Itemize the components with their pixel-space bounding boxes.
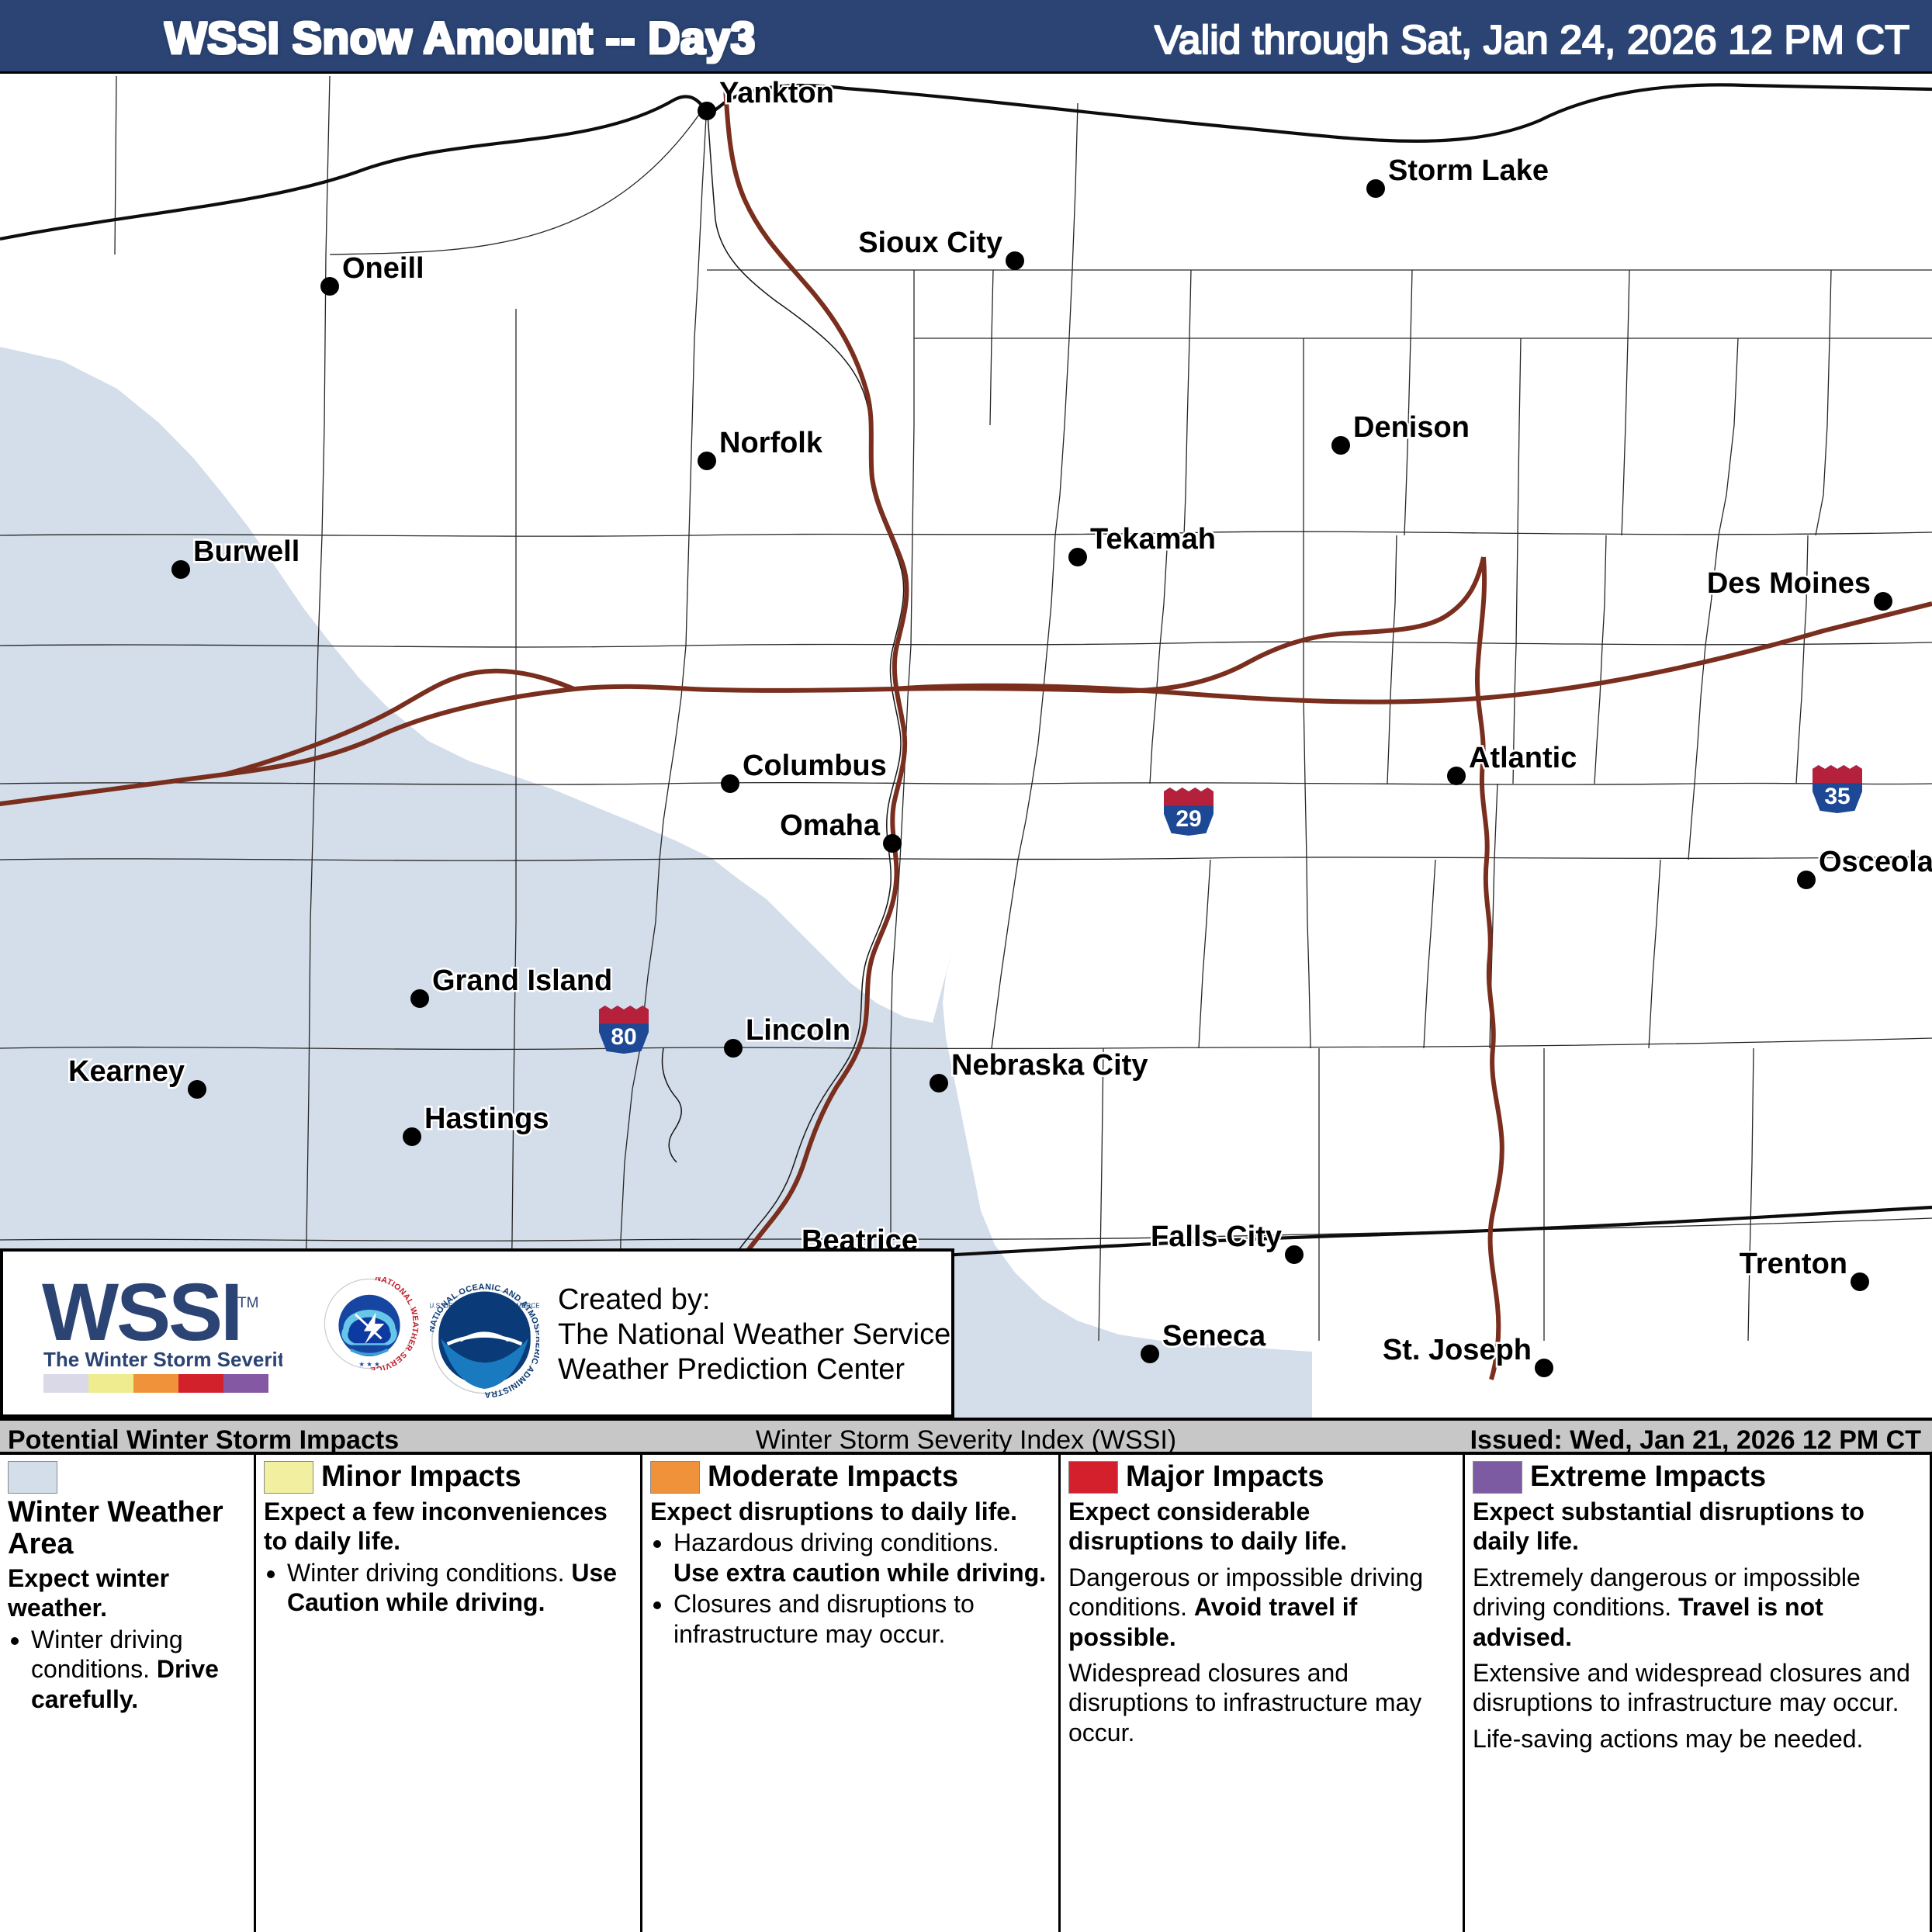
svg-text:WSSI: WSSI — [42, 1275, 241, 1358]
svg-text:The Winter Storm Severity Inde: The Winter Storm Severity Index — [43, 1348, 282, 1371]
svg-text:TM: TM — [237, 1295, 258, 1311]
svg-text:U.S. DEPARTMENT OF COMMERCE: U.S. DEPARTMENT OF COMMERCE — [430, 1302, 539, 1310]
